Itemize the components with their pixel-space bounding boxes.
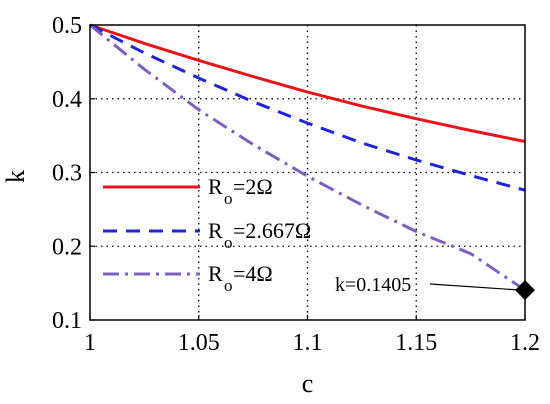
- y-tick-label: 0.4: [52, 87, 82, 113]
- y-tick-label: 0.1: [52, 308, 82, 334]
- series-line-3: [89, 23, 526, 292]
- legend-label-rest: =2.667Ω: [233, 218, 311, 243]
- series-line-1: [89, 23, 526, 143]
- legend-label-main: R: [208, 261, 223, 286]
- axis-ticks: 1 1.05 1.1 1.15 1.2 0.1 0.2 0.3 0.4 0.5: [52, 13, 540, 356]
- series-line-2: [89, 23, 526, 192]
- y-axis-label: k: [1, 170, 30, 183]
- legend-label-rest: =4Ω: [233, 261, 273, 286]
- legend-label-subscript: o: [224, 189, 233, 208]
- x-tick-label: 1.1: [293, 330, 323, 356]
- annotation-label: k=0.1405: [335, 274, 411, 296]
- legend-label-main: R: [208, 218, 223, 243]
- x-tick-label: 1.15: [395, 330, 437, 356]
- annotation-diamond-marker: [515, 280, 535, 301]
- annotation: k=0.1405: [335, 274, 535, 301]
- y-tick-label: 0.2: [52, 234, 82, 260]
- y-tick-label: 0.3: [52, 161, 82, 187]
- annotation-leader-line: [429, 283, 522, 291]
- grid-lines: [90, 25, 525, 320]
- legend-label-rest: =2Ω: [233, 174, 273, 199]
- legend-label-subscript: o: [224, 233, 233, 252]
- x-tick-label: 1.05: [178, 330, 220, 356]
- x-tick-label: 1.2: [510, 330, 540, 356]
- legend-label-main: R: [208, 174, 223, 199]
- x-tick-label: 1: [84, 330, 96, 356]
- x-axis-label: c: [302, 369, 314, 398]
- y-tick-label: 0.5: [52, 13, 82, 39]
- legend-label-subscript: o: [224, 276, 233, 295]
- plot-series: [89, 23, 526, 292]
